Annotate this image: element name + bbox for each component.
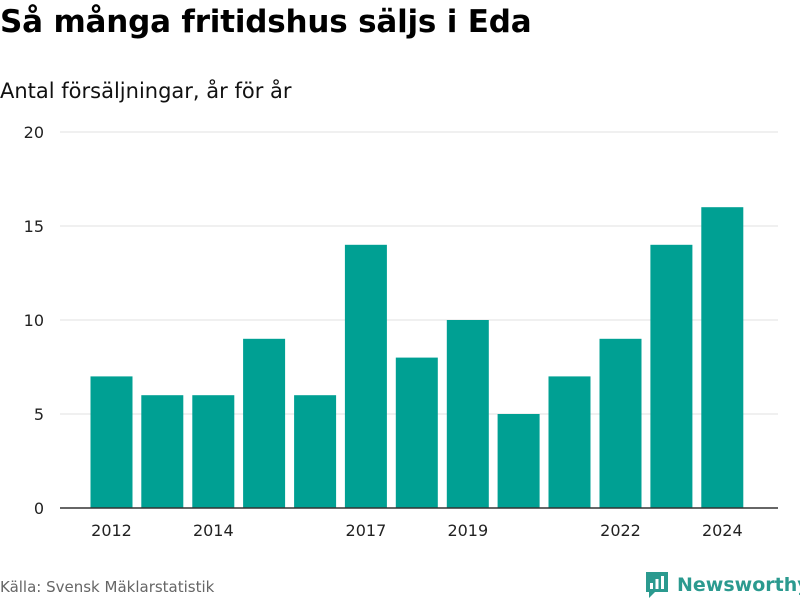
source-note: Källa: Svensk Mäklarstatistik <box>0 578 214 596</box>
y-tick-label: 0 <box>34 499 44 518</box>
bar-2018[interactable] <box>396 358 438 508</box>
bar-2021[interactable] <box>549 376 591 508</box>
bar-2013[interactable] <box>141 395 183 508</box>
x-tick-label: 2014 <box>193 521 234 540</box>
x-axis-tick-labels: 2012 2014 2017 2019 2022 2024 <box>91 521 743 540</box>
y-tick-label: 20 <box>24 123 44 142</box>
bar-2015[interactable] <box>243 339 285 508</box>
x-tick-label: 2022 <box>600 521 641 540</box>
bar-2019[interactable] <box>447 320 489 508</box>
x-tick-label: 2012 <box>91 521 132 540</box>
newsworthy-logo-icon <box>644 570 670 600</box>
bar-2014[interactable] <box>192 395 234 508</box>
bar-2012[interactable] <box>91 376 133 508</box>
bar-2020[interactable] <box>498 414 540 508</box>
y-tick-label: 10 <box>24 311 44 330</box>
bar-2024[interactable] <box>701 207 743 508</box>
y-axis-tick-labels: 0 5 10 15 20 <box>24 123 44 518</box>
bar-2017[interactable] <box>345 245 387 508</box>
bars <box>91 207 744 508</box>
x-tick-label: 2024 <box>702 521 743 540</box>
brand-logo[interactable]: Newsworthy <box>644 570 800 600</box>
x-tick-label: 2019 <box>447 521 488 540</box>
bar-chart: 0 5 10 15 20 2012 2014 2017 2019 2022 2024 <box>0 0 800 560</box>
y-tick-label: 5 <box>34 405 44 424</box>
bar-2016[interactable] <box>294 395 336 508</box>
brand-name: Newsworthy <box>677 574 800 596</box>
y-tick-label: 15 <box>24 217 44 236</box>
bar-2022[interactable] <box>600 339 642 508</box>
bar-2023[interactable] <box>650 245 692 508</box>
x-tick-label: 2017 <box>346 521 387 540</box>
